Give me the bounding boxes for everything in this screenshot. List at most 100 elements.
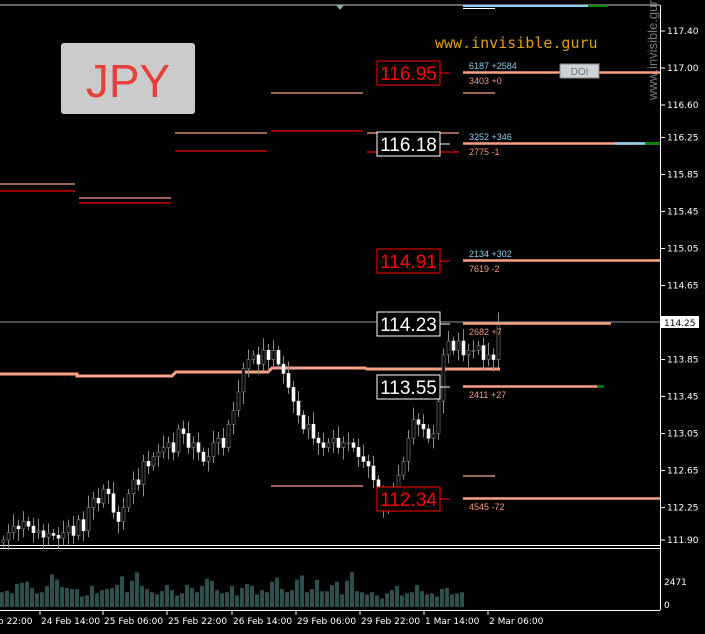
- candle-body: [131, 479, 136, 495]
- volume-max-label: 2471: [664, 578, 687, 588]
- volume-bar: [385, 593, 389, 607]
- volume-bar: [350, 572, 354, 607]
- candle-body: [201, 451, 206, 462]
- level-price-label: 113.55: [380, 378, 437, 399]
- candle-body: [296, 400, 301, 416]
- candle-body: [341, 442, 346, 448]
- volume-bar: [285, 592, 289, 607]
- y-tick-label: 115.05: [667, 244, 699, 254]
- volume-bar: [10, 593, 14, 607]
- volume-bar: [145, 589, 149, 607]
- volume-bar: [100, 590, 104, 607]
- candle-body: [36, 530, 41, 533]
- candle-body: [51, 533, 56, 536]
- candle-body: [306, 424, 311, 430]
- candle-body: [126, 493, 131, 508]
- volume-bar: [150, 592, 154, 607]
- volume-bar: [225, 592, 229, 607]
- volume-bar: [295, 579, 299, 607]
- candle-body: [246, 359, 251, 370]
- candle-body: [406, 437, 411, 462]
- level-put-oi: 4545 -72: [469, 502, 505, 512]
- volume-bar: [330, 584, 334, 607]
- volume-bar: [125, 592, 129, 607]
- candle-body: [156, 451, 161, 458]
- time-axis[interactable]: b 22:00 24 Feb 14:00 25 Feb 06:00 25 Feb 22…: [0, 611, 544, 627]
- volume-bar: [135, 572, 139, 607]
- y-tick-label: 116.60: [667, 101, 699, 111]
- candle-body: [6, 532, 11, 541]
- candle-body: [346, 442, 351, 445]
- volume-bar: [185, 584, 189, 607]
- volume-bar: [310, 589, 314, 607]
- oi-level: 114.91 2134 +302 7619 -2: [376, 248, 660, 274]
- candle-body: [366, 461, 371, 467]
- volume-bar: [90, 585, 94, 607]
- candle-body: [196, 442, 201, 453]
- volume-bar: [360, 592, 364, 607]
- volume-bar: [325, 591, 329, 607]
- candle-body: [216, 437, 221, 444]
- volume-bar: [35, 593, 39, 607]
- y-tick-label: 115.45: [667, 207, 699, 217]
- candle-body: [41, 530, 46, 538]
- x-tick-label: 29 Feb 06:00: [297, 617, 356, 627]
- candle-body: [271, 349, 276, 360]
- moving-average-line: [0, 366, 500, 378]
- volume-bar: [315, 579, 319, 607]
- level-put-oi: 2411 +27: [469, 390, 506, 400]
- volume-bar: [30, 588, 34, 607]
- y-tick-label: 113.05: [667, 430, 699, 440]
- candle-body: [461, 340, 466, 356]
- candle-body: [331, 437, 336, 444]
- candle-body: [161, 447, 166, 453]
- volume-bar: [40, 592, 44, 607]
- watermark-text: www.invisible.guru: [435, 34, 598, 52]
- x-tick-label: 26 Feb 14:00: [233, 617, 292, 627]
- scroll-marker-icon[interactable]: [336, 5, 344, 10]
- volume-bar: [355, 591, 359, 607]
- volume-bar: [390, 590, 394, 607]
- y-tick-label: 114.65: [667, 282, 699, 292]
- candle-body: [186, 433, 191, 448]
- candle-body: [451, 340, 456, 351]
- volume-bar: [215, 590, 219, 607]
- symbol-label: JPY: [86, 55, 170, 107]
- oi-level: 116.95 6187 +2584 3403 +0: [376, 60, 660, 86]
- level-put-oi: 2775 -1: [469, 147, 500, 157]
- candle-body: [71, 525, 76, 536]
- x-tick-label: 29 Feb 22:00: [361, 617, 420, 627]
- candle-body: [86, 507, 91, 532]
- candles: [1, 312, 501, 551]
- volume-bar: [195, 592, 199, 607]
- volume-bar: [280, 589, 284, 607]
- y-tick-label: 116.25: [667, 133, 699, 143]
- level-put-oi: 2682 +7: [469, 327, 502, 337]
- volume-bar: [170, 590, 174, 607]
- volume-bar: [45, 585, 49, 607]
- doi-button[interactable]: DOI: [559, 63, 600, 79]
- candle-body: [361, 456, 366, 462]
- volume-bar: [450, 594, 454, 607]
- candle-body: [206, 456, 211, 462]
- watermark-vertical: www.invisible.guru: [645, 0, 660, 101]
- candle-body: [276, 349, 281, 365]
- volume-bar: [200, 585, 204, 607]
- candle-body: [151, 456, 156, 467]
- candle-body: [56, 535, 61, 539]
- candle-body: [491, 354, 496, 360]
- volume-bar: [220, 593, 224, 607]
- level-call-oi: 2134 +302: [469, 249, 512, 259]
- volume-bar: [370, 592, 374, 607]
- level-price-label: 114.91: [380, 252, 437, 273]
- y-tick-label: 111.90: [667, 536, 699, 546]
- candle-body: [171, 442, 176, 453]
- price-axis[interactable]: 117.40 117.00 116.60 116.25 115.85 115.45 115.…: [661, 27, 699, 546]
- level-price-box: [376, 60, 441, 86]
- y-tick-label: 113.45: [667, 393, 699, 403]
- volume-bar: [270, 581, 274, 607]
- volume-bar: [435, 596, 439, 607]
- candle-body: [266, 349, 271, 360]
- candle-body: [236, 391, 241, 411]
